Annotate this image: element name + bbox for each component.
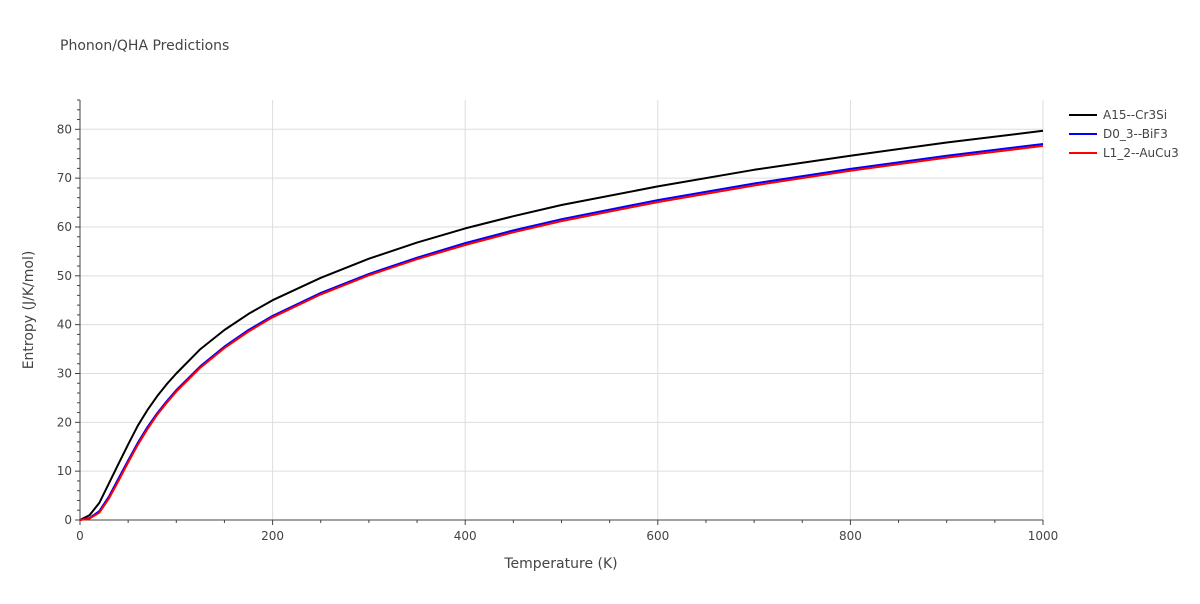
legend[interactable]: A15--Cr3Si D0_3--BiF3 L1_2--AuCu3 — [1069, 108, 1179, 160]
y-tick-label: 80 — [57, 122, 72, 136]
legend-label[interactable]: L1_2--AuCu3 — [1103, 146, 1179, 160]
y-tick-label: 70 — [57, 171, 72, 185]
y-tick-label: 60 — [57, 220, 72, 234]
y-tick-label: 20 — [57, 415, 72, 429]
y-tick-label: 40 — [57, 318, 72, 332]
chart-title: Phonon/QHA Predictions — [60, 38, 229, 54]
x-tick-label: 1000 — [1028, 529, 1059, 543]
grid-layer — [80, 100, 1044, 520]
series-line-2 — [79, 143, 1044, 521]
axis-layer: 0 200 400 600 800 1000 0 10 20 30 40 50 60 70 80 — [57, 99, 1059, 543]
series-line-3 — [79, 144, 1044, 521]
x-tick-label: 400 — [454, 529, 477, 543]
y-tick-label: 0 — [64, 513, 72, 527]
x-tick-label: 0 — [76, 529, 84, 543]
y-axis-title: Entropy (J/K/mol) — [21, 251, 37, 370]
y-tick-label: 10 — [57, 464, 72, 478]
x-tick-label: 800 — [839, 529, 862, 543]
x-axis-title: Temperature (K) — [503, 556, 617, 572]
series-layer — [79, 129, 1044, 521]
y-tick-label: 50 — [57, 269, 72, 283]
legend-label[interactable]: A15--Cr3Si — [1103, 108, 1167, 122]
y-tick-label: 30 — [57, 366, 72, 380]
x-tick-label: 600 — [646, 529, 669, 543]
legend-label[interactable]: D0_3--BiF3 — [1103, 127, 1168, 141]
series-line-1 — [79, 129, 1044, 521]
x-tick-label: 200 — [261, 529, 284, 543]
